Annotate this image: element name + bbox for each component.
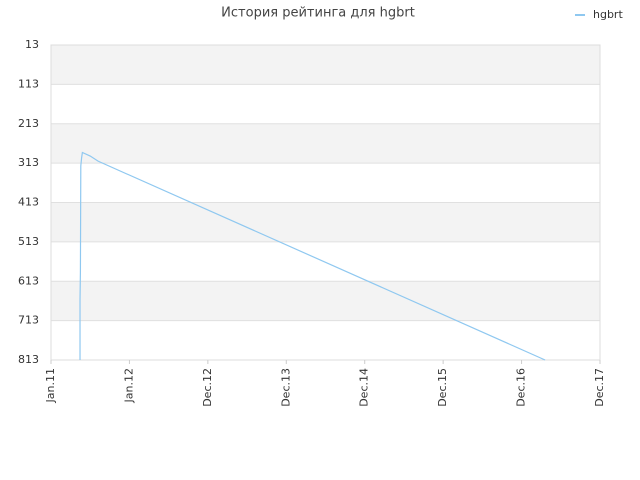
x-tick-label: Dec.15: [436, 368, 449, 407]
x-tick-label: Dec.16: [515, 368, 528, 407]
x-tick-label: Dec.12: [201, 368, 214, 407]
grid-band: [51, 123, 600, 164]
y-tick-label: 613: [18, 274, 39, 287]
grid-band: [51, 163, 600, 203]
line-series: [79, 151, 546, 361]
plot-frame: [50, 44, 601, 361]
y-tick-label: 713: [18, 314, 39, 327]
grid-band: [51, 241, 600, 282]
y-tick-label: 113: [18, 77, 39, 90]
x-tick-label: Jan.12: [122, 368, 135, 403]
grid-band: [51, 281, 600, 321]
x-tick-label: Dec.14: [358, 368, 371, 407]
y-tick-label: 313: [18, 156, 39, 169]
grid-band: [51, 320, 600, 360]
x-tick-label: Dec.13: [279, 368, 292, 407]
y-tick-label: 213: [18, 117, 39, 130]
legend-label: hgbrt: [593, 8, 623, 21]
y-tick-label: 513: [18, 235, 39, 248]
grid-band: [51, 84, 600, 124]
y-tick-label: 413: [18, 196, 39, 209]
grid-band: [51, 202, 600, 242]
grid-band: [51, 45, 600, 85]
chart-title: История рейтинга для hgbrt: [221, 6, 415, 21]
y-tick-label: 813: [18, 353, 39, 366]
x-tick-label: Dec.17: [593, 368, 606, 407]
x-tick-label: Jan.11: [44, 368, 57, 403]
y-tick-label: 13: [25, 38, 39, 51]
